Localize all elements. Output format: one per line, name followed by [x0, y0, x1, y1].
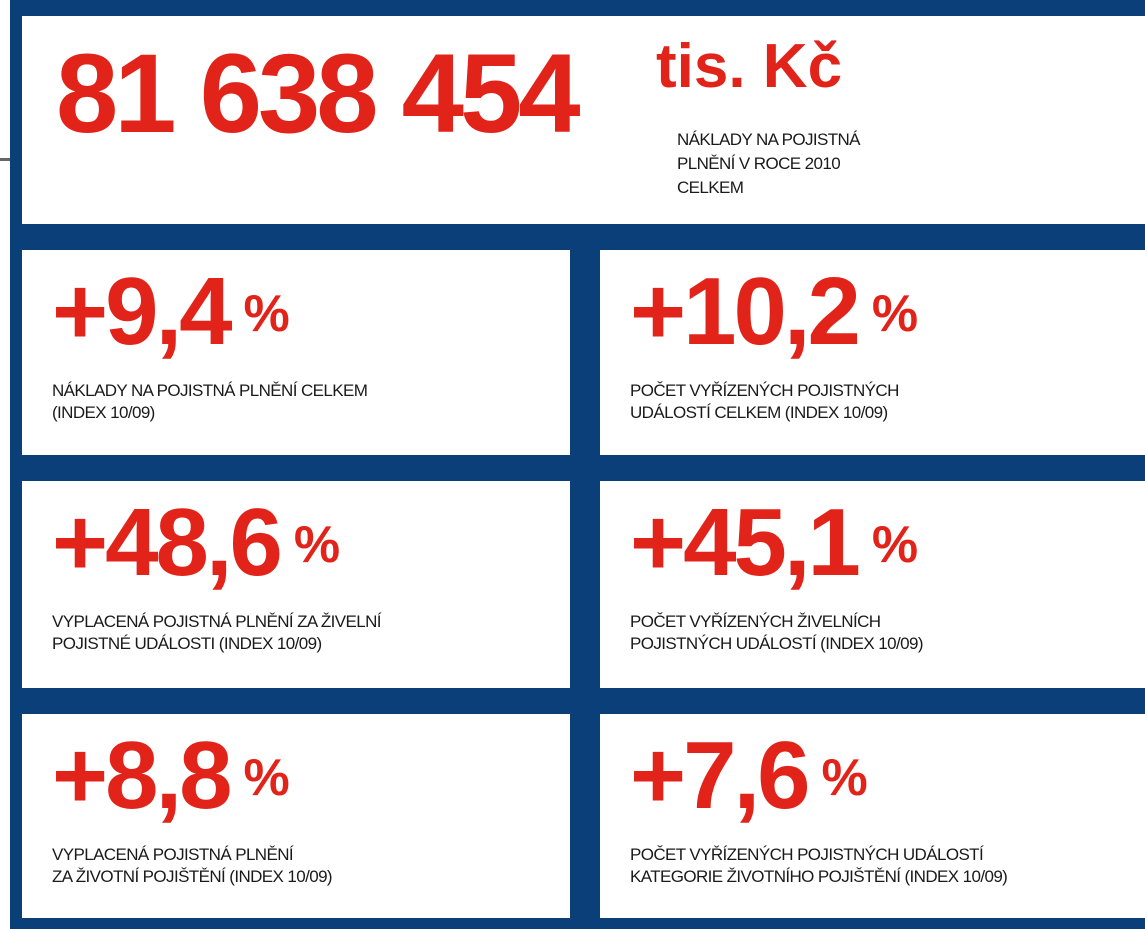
- stat-number: +48,6: [52, 489, 283, 596]
- stat-unit: %: [293, 516, 341, 574]
- text-line: ZA ŽIVOTNÍ POJIŠTĚNÍ (INDEX 10/09): [52, 867, 333, 886]
- stat-tile: +8,8% VYPLACENÁ POJISTNÁ PLNĚNÍ ZA ŽIVOTNÍ…: [22, 714, 570, 918]
- stat-value: +48,6%: [52, 495, 340, 591]
- text-line: POJISTNÉ UDÁLOSTI (INDEX 10/09): [52, 634, 322, 653]
- stat-number: +9,4: [52, 258, 233, 365]
- text-line: (INDEX 10/09): [52, 403, 155, 422]
- text-line: UDÁLOSTÍ CELKEM (INDEX 10/09): [630, 403, 888, 422]
- text-line: POČET VYŘÍZENÝCH POJISTNÝCH UDÁLOSTÍ: [630, 845, 984, 864]
- stat-unit: %: [821, 749, 868, 807]
- stat-description: VYPLACENÁ POJISTNÁ PLNĚNÍ ZA ŽIVELNÍ POJI…: [52, 611, 382, 655]
- stat-unit: %: [243, 285, 290, 343]
- header-value: 81 638 454: [56, 31, 581, 156]
- stat-value: +45,1%: [630, 495, 918, 591]
- stat-description: NÁKLADY NA POJISTNÁ PLNĚNÍ CELKEM (INDEX …: [52, 380, 368, 424]
- text-line: VYPLACENÁ POJISTNÁ PLNĚNÍ: [52, 845, 294, 864]
- text-line: CELKEM: [677, 178, 744, 197]
- header-unit: tis. Kč: [656, 32, 843, 101]
- text-line: PLNĚNÍ V ROCE 2010: [677, 154, 841, 173]
- stat-value: +7,6%: [630, 728, 868, 824]
- stat-value: +10,2%: [630, 264, 918, 360]
- header-box: 81 638 454 tis. Kč NÁKLADY NA POJISTNÁ P…: [22, 16, 1145, 224]
- stat-tile: +9,4% NÁKLADY NA POJISTNÁ PLNĚNÍ CELKEM (I…: [22, 250, 570, 455]
- text-line: NÁKLADY NA POJISTNÁ PLNĚNÍ CELKEM: [52, 381, 368, 400]
- stat-unit: %: [871, 285, 919, 343]
- stat-number: +8,8: [52, 722, 233, 829]
- stat-tile: +7,6% POČET VYŘÍZENÝCH POJISTNÝCH UDÁLOST…: [600, 714, 1145, 918]
- stat-tile: +45,1% POČET VYŘÍZENÝCH ŽIVELNÍCH POJISTNÝ…: [600, 481, 1145, 688]
- stat-value: +8,8%: [52, 728, 290, 824]
- rule: [0, 158, 12, 161]
- stat-number: +7,6: [630, 722, 811, 829]
- stat-unit: %: [243, 749, 290, 807]
- text-line: VYPLACENÁ POJISTNÁ PLNĚNÍ ZA ŽIVELNÍ: [52, 612, 382, 631]
- stat-description: POČET VYŘÍZENÝCH POJISTNÝCH UDÁLOSTÍ KATE…: [630, 844, 1008, 888]
- stat-description: VYPLACENÁ POJISTNÁ PLNĚNÍ ZA ŽIVOTNÍ POJI…: [52, 844, 333, 888]
- stat-tile: +10,2% POČET VYŘÍZENÝCH POJISTNÝCH UDÁLOST…: [600, 250, 1145, 455]
- stat-description: POČET VYŘÍZENÝCH POJISTNÝCH UDÁLOSTÍ CELK…: [630, 380, 899, 424]
- stat-unit: %: [871, 516, 919, 574]
- header-description: NÁKLADY NA POJISTNÁ PLNĚNÍ V ROCE 2010 C…: [677, 128, 861, 200]
- stat-number: +45,1: [630, 489, 861, 596]
- text-line: NÁKLADY NA POJISTNÁ: [677, 130, 861, 149]
- stat-tile: +48,6% VYPLACENÁ POJISTNÁ PLNĚNÍ ZA ŽIVEL…: [22, 481, 570, 688]
- text-line: POČET VYŘÍZENÝCH ŽIVELNÍCH: [630, 612, 881, 631]
- text-line: KATEGORIE ŽIVOTNÍHO POJIŠTĚNÍ (INDEX 10/…: [630, 867, 1008, 886]
- text-line: POJISTNÝCH UDÁLOSTÍ (INDEX 10/09): [630, 634, 923, 653]
- stat-number: +10,2: [630, 258, 861, 365]
- stat-value: +9,4%: [52, 264, 290, 360]
- text-line: POČET VYŘÍZENÝCH POJISTNÝCH: [630, 381, 899, 400]
- stat-description: POČET VYŘÍZENÝCH ŽIVELNÍCH POJISTNÝCH UDÁ…: [630, 611, 923, 655]
